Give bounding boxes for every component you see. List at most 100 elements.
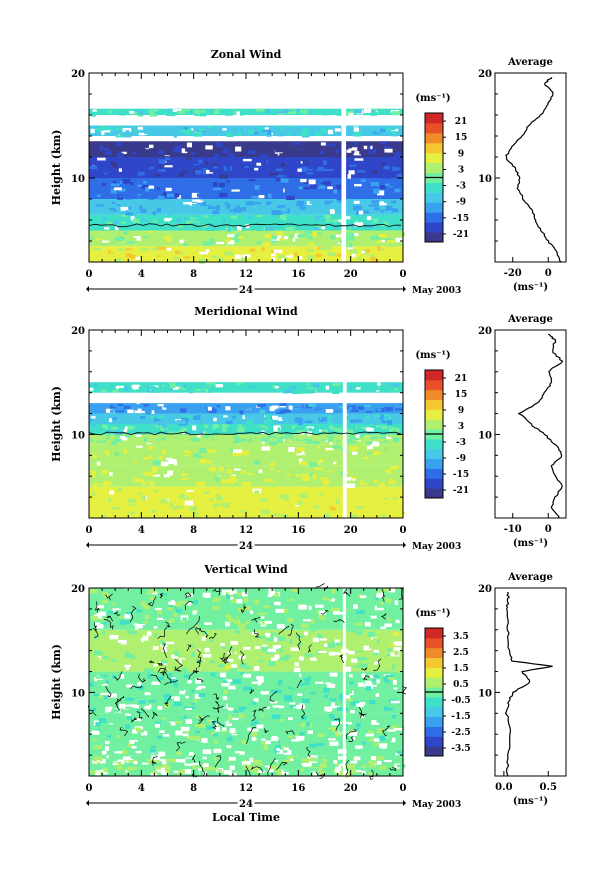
contour-line — [88, 223, 402, 228]
heatmap-cell — [395, 408, 404, 411]
heatmap-cell — [120, 760, 125, 765]
heatmap-cell — [346, 406, 353, 411]
heatmap-cell — [368, 441, 373, 445]
heatmap-cell — [190, 247, 197, 252]
heatmap-cell — [337, 441, 343, 446]
heatmap-cell — [242, 739, 246, 745]
heatmap-cell — [122, 178, 131, 184]
heatmap-cell — [354, 183, 362, 187]
heatmap-cell — [288, 447, 295, 452]
heatmap-cell — [109, 634, 119, 640]
heatmap-cell — [154, 607, 162, 611]
heatmap-cell — [133, 674, 140, 679]
heatmap-cell — [142, 647, 151, 652]
heatmap-cell — [351, 618, 356, 621]
heatmap-cell — [248, 474, 254, 478]
heatmap-cell — [89, 165, 98, 170]
heatmap-cell — [124, 738, 129, 742]
contour-line — [113, 611, 120, 616]
heatmap-cell — [351, 454, 357, 457]
heatmap-cell — [233, 468, 241, 471]
heatmap-cell — [247, 727, 251, 731]
heatmap-cell — [201, 631, 208, 635]
heatmap-cell — [367, 157, 371, 162]
heatmap-cell — [125, 651, 130, 654]
heatmap-cell — [212, 606, 221, 611]
x-tick-label: 8 — [190, 525, 197, 536]
heatmap-cell — [335, 693, 340, 698]
heatmap-cell — [314, 465, 318, 469]
average-y-tick-label: 20 — [478, 326, 492, 337]
heatmap-cell — [246, 435, 250, 440]
y-tick-label: 10 — [71, 174, 85, 185]
heatmap-cell — [116, 111, 123, 115]
heatmap-cell — [211, 677, 219, 681]
heatmap-cell — [125, 665, 130, 671]
heatmap-cell — [305, 678, 309, 683]
heatmap-cell — [254, 460, 261, 465]
heatmap-cell — [149, 768, 156, 772]
colorbar-swatch — [425, 716, 443, 727]
contour-line — [363, 675, 370, 681]
heatmap-cell — [316, 429, 325, 432]
colorbar-swatch — [425, 113, 443, 124]
heatmap-cell — [232, 679, 242, 684]
contour-line — [278, 625, 290, 635]
colorbar-swatch — [425, 152, 443, 164]
heatmap-cell — [233, 482, 240, 487]
heatmap-cell — [322, 168, 326, 172]
heatmap-cell — [301, 715, 307, 720]
heatmap-cell — [125, 706, 131, 709]
heatmap-cell — [98, 387, 103, 391]
heatmap-cell — [380, 185, 386, 189]
heatmap-cell — [373, 207, 380, 211]
heatmap-cell — [381, 163, 386, 168]
heatmap-cell — [338, 763, 343, 768]
heatmap-cell — [327, 242, 332, 247]
heatmap-cell — [263, 767, 268, 772]
heatmap-cell — [144, 189, 153, 194]
heatmap-cell — [353, 169, 357, 172]
heatmap-cell — [104, 227, 110, 230]
heatmap-cell — [135, 750, 142, 754]
heatmap-cell — [221, 428, 227, 432]
heatmap-cell — [357, 257, 365, 261]
heatmap-cell — [270, 736, 279, 742]
heatmap-cell — [184, 217, 189, 221]
heatmap-cell — [343, 236, 352, 239]
heatmap-cell — [200, 459, 208, 464]
heatmap-cell — [329, 425, 334, 431]
heatmap-cell — [231, 189, 240, 192]
y-axis-label: Height (km) — [50, 386, 63, 462]
heatmap-cell — [374, 414, 381, 418]
heatmap-cell — [152, 650, 158, 653]
heatmap-cell — [317, 166, 324, 170]
contour-line — [306, 747, 311, 758]
heatmap-cell — [138, 729, 144, 733]
heatmap-cell — [122, 749, 127, 755]
heatmap-cell — [93, 144, 101, 148]
heatmap-cell — [161, 772, 169, 775]
heatmap-cell — [304, 145, 311, 149]
heatmap-cell — [117, 236, 125, 241]
heatmap-cell — [169, 502, 174, 507]
heatmap-cell — [219, 407, 224, 412]
heatmap-cell — [283, 750, 292, 755]
heatmap-cell — [344, 256, 349, 260]
heatmap-cell — [202, 756, 207, 760]
heatmap-cell — [352, 637, 357, 640]
heatmap-cell — [113, 438, 122, 443]
heatmap-cell — [353, 200, 360, 204]
heatmap-cell — [203, 428, 210, 432]
heatmap-cell — [103, 696, 108, 700]
heatmap-cell — [347, 650, 357, 655]
heatmap-cell — [237, 592, 245, 596]
heatmap-cell — [335, 428, 343, 432]
heatmap-cell — [210, 231, 218, 237]
heatmap-cell — [316, 470, 323, 476]
heatmap-cell — [226, 132, 234, 138]
heatmap-cell — [198, 723, 206, 729]
heatmap-cell — [353, 498, 362, 502]
heatmap-cell — [321, 413, 325, 418]
heatmap-cell — [222, 687, 229, 691]
